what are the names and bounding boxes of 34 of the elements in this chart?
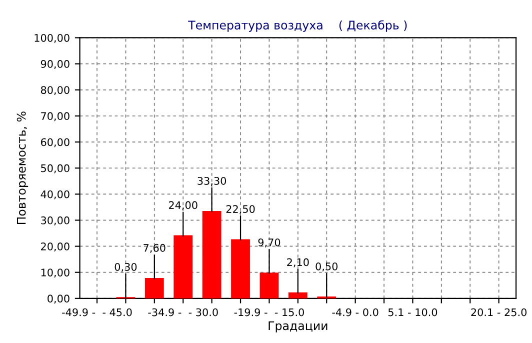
y-tick-label: 30,00 xyxy=(41,216,70,226)
y-axis-title: Повторяемость, % xyxy=(16,112,28,224)
data-label: 9,70 xyxy=(258,238,280,248)
y-tick-label: 90,00 xyxy=(40,60,70,69)
y-tick-label: 50,00 xyxy=(41,164,70,174)
data-label: 2,10 xyxy=(287,258,309,268)
bar xyxy=(288,292,308,298)
data-label: 0,50 xyxy=(316,262,338,272)
x-tick-label: -49.9 - - 45.0 xyxy=(62,308,132,316)
y-tick-label: 70,00 xyxy=(41,112,70,122)
data-label: 24,00 xyxy=(168,201,198,210)
x-tick-label: -4.9 - 0.0 xyxy=(332,308,378,316)
chart-title: Температура воздуха ( Декабрь ) xyxy=(188,20,407,32)
y-tick-label: 100,00 xyxy=(34,34,70,43)
y-tick-label: 60,00 xyxy=(40,138,70,148)
bar xyxy=(144,278,164,298)
bar xyxy=(260,272,279,298)
y-tick-label: 0,00 xyxy=(48,294,70,304)
data-label: 0,30 xyxy=(114,262,137,272)
y-tick-label: 40,00 xyxy=(40,190,70,200)
x-tick-label: 5.1 - 10.0 xyxy=(388,308,438,316)
data-label: 33,30 xyxy=(198,176,226,186)
data-label: 7,60 xyxy=(144,244,166,253)
bar xyxy=(202,211,222,298)
y-tick-label: 10,00 xyxy=(41,268,70,278)
x-tick-label: -19.9 - - 15.0 xyxy=(234,308,304,316)
y-tick-label: 20,00 xyxy=(41,242,70,252)
data-label: 22,50 xyxy=(226,205,255,214)
x-axis-title: Градации xyxy=(268,321,328,332)
bar xyxy=(174,235,193,298)
y-tick-label: 80,00 xyxy=(40,86,70,96)
x-tick-label: -34.9 - - 30.0 xyxy=(148,308,218,316)
x-tick-label: 20.1 - 25.0 xyxy=(471,308,527,316)
bar xyxy=(231,239,250,298)
